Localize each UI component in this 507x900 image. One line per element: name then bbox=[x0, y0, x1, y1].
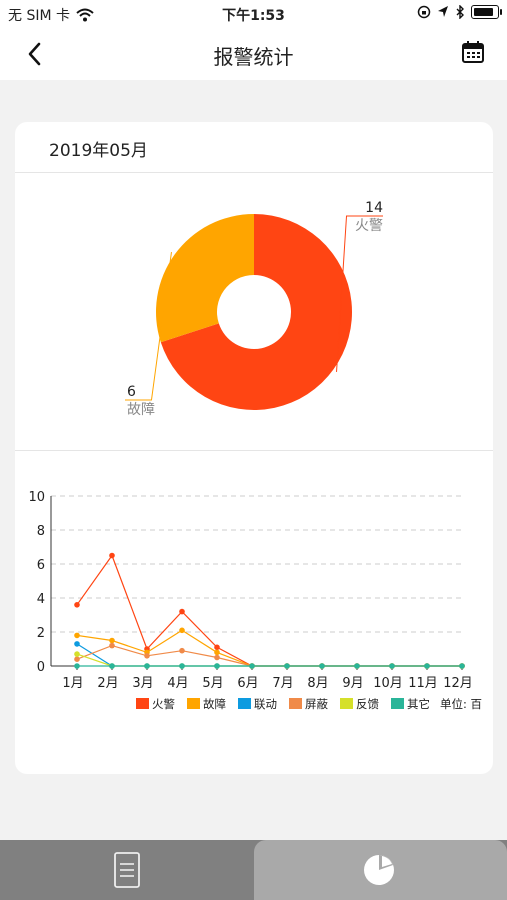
divider bbox=[15, 450, 493, 451]
data-point bbox=[214, 654, 220, 661]
data-point bbox=[389, 663, 395, 669]
data-point bbox=[249, 663, 255, 669]
x-tick-label: 11月 bbox=[408, 676, 438, 691]
month-label: 2019年05月 bbox=[49, 141, 148, 161]
data-point bbox=[144, 653, 150, 659]
legend-label-1: 故障 bbox=[203, 697, 226, 711]
data-point bbox=[144, 663, 150, 669]
x-tick-label: 7月 bbox=[272, 676, 293, 691]
y-tick-label: 2 bbox=[37, 626, 45, 641]
series-line-1 bbox=[76, 629, 462, 667]
status-left: 无 SIM 卡 bbox=[8, 5, 94, 25]
page-title: 报警统计 bbox=[213, 45, 294, 69]
legend-label-2: 联动 bbox=[254, 697, 277, 711]
pie-slice-1 bbox=[156, 214, 254, 343]
y-tick-label: 0 bbox=[37, 660, 45, 675]
legend-swatch-3 bbox=[289, 698, 302, 709]
legend-label-4: 反馈 bbox=[356, 697, 379, 711]
x-tick-label: 3月 bbox=[132, 676, 153, 691]
x-tick-label: 4月 bbox=[167, 676, 188, 691]
data-point bbox=[354, 663, 360, 669]
pie-chart: 14 火警 6 故障 bbox=[125, 200, 383, 418]
rotation-lock-icon bbox=[417, 5, 431, 19]
data-point bbox=[214, 644, 220, 651]
battery-icon bbox=[471, 5, 502, 19]
x-tick-label: 5月 bbox=[202, 676, 223, 691]
tab-statistics[interactable] bbox=[254, 840, 507, 900]
calendar-icon[interactable] bbox=[461, 40, 485, 64]
x-tick-label: 12月 bbox=[443, 676, 473, 691]
wifi-icon bbox=[76, 8, 94, 22]
data-point bbox=[179, 608, 185, 615]
statistics-card: 2019年05月 14 火警 6 故障 0 2 4 6 8 10 1月 2月 3月 4月 5月 6月 7月 8月… bbox=[15, 122, 493, 774]
y-tick-label: 4 bbox=[37, 592, 45, 607]
series-line-0 bbox=[76, 554, 462, 667]
legend-label-5: 其它 bbox=[407, 697, 430, 711]
data-point bbox=[74, 651, 80, 657]
series-line-2 bbox=[76, 643, 462, 667]
legend-swatch-5 bbox=[391, 698, 404, 709]
document-icon bbox=[114, 852, 140, 888]
data-point bbox=[214, 649, 220, 656]
x-tick-label: 1月 bbox=[62, 676, 83, 691]
pie-name-label-1: 故障 bbox=[127, 402, 155, 418]
bluetooth-icon bbox=[456, 5, 464, 19]
status-right bbox=[417, 5, 502, 19]
pie-name-label-0: 火警 bbox=[355, 218, 383, 234]
legend-swatch-4 bbox=[340, 698, 353, 709]
data-point bbox=[179, 627, 185, 634]
y-tick-label: 6 bbox=[37, 558, 45, 573]
data-point bbox=[74, 632, 80, 639]
pie-value-label-0: 14 bbox=[365, 200, 383, 216]
series-line-4 bbox=[76, 653, 462, 667]
legend-label-3: 屏蔽 bbox=[305, 697, 328, 711]
status-bar: 无 SIM 卡 下午1:53 bbox=[0, 0, 507, 28]
legend-swatch-2 bbox=[238, 698, 251, 709]
data-point bbox=[424, 663, 430, 669]
pie-slice-0 bbox=[160, 214, 352, 410]
pie-label-line-1 bbox=[125, 251, 172, 401]
pie-chart-icon bbox=[364, 855, 394, 885]
data-point bbox=[74, 663, 80, 669]
x-tick-label: 9月 bbox=[342, 676, 363, 691]
data-point bbox=[459, 663, 465, 669]
tab-bar bbox=[0, 840, 507, 900]
pie-value-label-1: 6 bbox=[127, 384, 136, 400]
location-icon bbox=[438, 6, 448, 17]
data-point bbox=[74, 641, 80, 647]
x-tick-label: 10月 bbox=[373, 676, 403, 691]
data-point bbox=[319, 663, 325, 669]
data-point bbox=[179, 663, 185, 669]
unit-label: 单位: 百 bbox=[440, 697, 482, 711]
data-point bbox=[179, 647, 185, 654]
legend-swatch-0 bbox=[136, 698, 149, 709]
x-tick-label: 6月 bbox=[237, 676, 258, 691]
divider bbox=[15, 172, 493, 173]
data-point bbox=[214, 663, 220, 669]
data-point bbox=[109, 552, 115, 559]
y-tick-label: 8 bbox=[37, 524, 45, 539]
data-point bbox=[284, 663, 290, 669]
data-point bbox=[109, 642, 115, 649]
tab-list[interactable] bbox=[0, 840, 254, 900]
data-point bbox=[109, 663, 115, 669]
pie-label-line-0 bbox=[336, 215, 383, 372]
legend-label-0: 火警 bbox=[152, 697, 175, 711]
x-tick-label: 2月 bbox=[97, 676, 118, 691]
y-tick-label: 10 bbox=[28, 490, 45, 505]
status-time: 下午1:53 bbox=[222, 8, 285, 24]
x-tick-label: 8月 bbox=[307, 676, 328, 691]
back-icon[interactable] bbox=[22, 40, 50, 68]
data-point bbox=[109, 637, 115, 644]
nav-bar: 报警统计 bbox=[0, 28, 507, 80]
carrier-label: 无 SIM 卡 bbox=[8, 8, 70, 24]
data-point bbox=[74, 602, 80, 608]
data-point bbox=[74, 656, 80, 662]
legend-swatch-1 bbox=[187, 698, 200, 709]
